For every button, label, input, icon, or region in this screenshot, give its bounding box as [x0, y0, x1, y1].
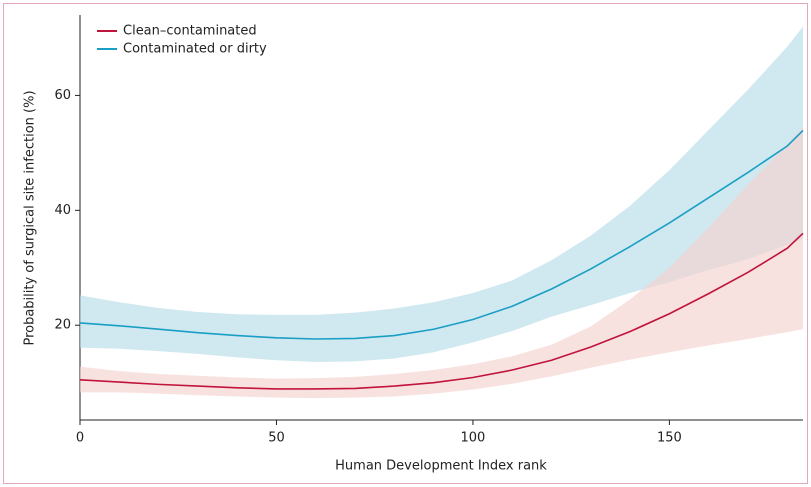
- y-tick-label: 60: [54, 88, 71, 103]
- x-axis-label: Human Development Index rank: [335, 459, 547, 474]
- x-tick-label: 150: [657, 431, 682, 446]
- x-tick-label: 100: [461, 431, 486, 446]
- lines: [79, 129, 804, 390]
- frame: [3, 3, 808, 484]
- confidence-band: [80, 26, 803, 362]
- series-line: [79, 232, 804, 390]
- series-line: [79, 129, 804, 340]
- y-tick-label: 40: [54, 203, 71, 218]
- confidence-band: [80, 127, 803, 399]
- y-axis-label: Probability of surgical site infection (…: [23, 90, 38, 345]
- x-tick-label: 0: [76, 431, 84, 446]
- y-tick-label: 20: [54, 318, 71, 333]
- bands: [80, 26, 803, 399]
- legend-label: Clean–contaminated: [123, 24, 257, 39]
- x-tick-label: 50: [268, 431, 285, 446]
- legend-label: Contaminated or dirty: [123, 42, 267, 57]
